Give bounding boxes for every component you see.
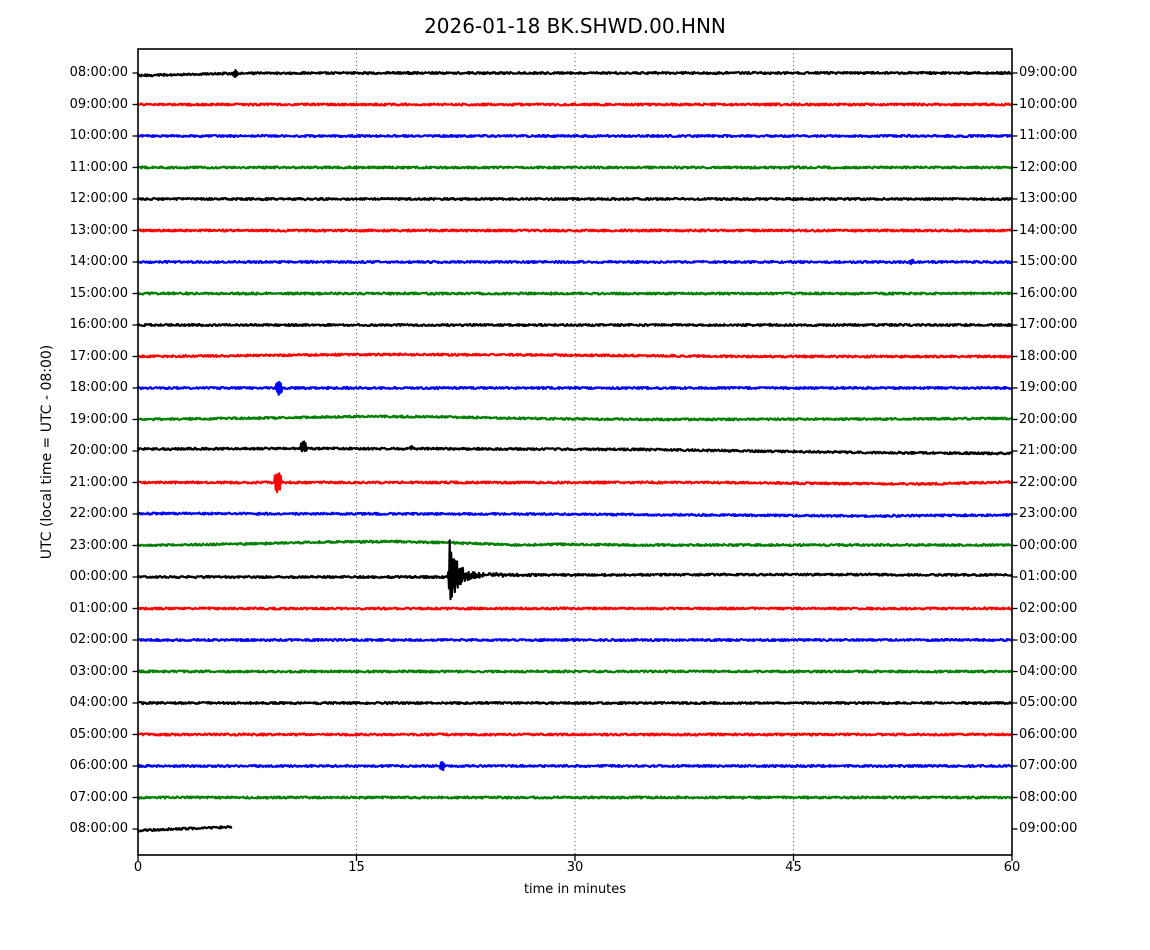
trace-10:00:00	[136, 133, 1014, 139]
right-time-label: 06:00:00	[1019, 726, 1078, 742]
x-axis-label: time in minutes	[523, 882, 627, 897]
trace-08:00:00	[136, 825, 233, 833]
axes-frame	[137, 48, 1013, 856]
right-time-label: 21:00:00	[1019, 443, 1078, 458]
left-time-label: 11:00:00	[69, 159, 128, 175]
left-time-label: 09:00:00	[69, 96, 128, 112]
trace-14:00:00	[136, 258, 1014, 266]
trace-21:00:00	[136, 472, 1014, 494]
right-time-label: 13:00:00	[1019, 191, 1078, 206]
left-time-label: 20:00:00	[69, 443, 128, 458]
left-time-label: 14:00:00	[69, 254, 128, 269]
right-time-label: 11:00:00	[1019, 128, 1078, 143]
right-time-label: 09:00:00	[1019, 821, 1078, 836]
left-time-label: 01:00:00	[69, 600, 128, 616]
trace-18:00:00	[136, 380, 1014, 396]
trace-19:00:00	[136, 414, 1014, 422]
trace-00:00:00	[136, 539, 1014, 601]
trace-05:00:00	[136, 732, 1014, 737]
right-time-label: 01:00:00	[1019, 569, 1078, 584]
trace-17:00:00	[136, 352, 1014, 359]
right-time-label: 00:00:00	[1019, 537, 1078, 553]
chart-title: 2026-01-18 BK.SHWD.00.HNN	[424, 14, 726, 38]
left-time-label: 12:00:00	[69, 191, 128, 206]
trace-22:00:00	[136, 511, 1014, 519]
right-time-label: 22:00:00	[1019, 474, 1078, 490]
right-time-label: 19:00:00	[1019, 380, 1078, 395]
right-time-label: 07:00:00	[1019, 758, 1078, 773]
x-tick-label: 30	[566, 860, 584, 875]
right-time-label: 17:00:00	[1019, 317, 1078, 332]
trace-16:00:00	[136, 322, 1014, 328]
right-time-label: 04:00:00	[1019, 663, 1078, 679]
left-time-label: 15:00:00	[69, 285, 128, 301]
trace-20:00:00	[136, 440, 1014, 456]
trace-23:00:00	[136, 539, 1014, 548]
right-time-label: 18:00:00	[1019, 348, 1078, 364]
x-tick-label: 45	[785, 860, 802, 875]
left-time-label: 00:00:00	[69, 569, 128, 584]
trace-06:00:00	[136, 761, 1014, 772]
trace-13:00:00	[136, 228, 1014, 233]
left-time-label: 18:00:00	[69, 380, 128, 395]
left-time-label: 08:00:00	[69, 821, 128, 836]
right-time-label: 09:00:00	[1019, 65, 1078, 80]
right-time-label: 20:00:00	[1019, 411, 1078, 427]
right-time-label: 16:00:00	[1019, 285, 1078, 301]
right-time-label: 10:00:00	[1019, 96, 1078, 112]
left-time-label: 05:00:00	[69, 726, 128, 742]
trace-04:00:00	[136, 700, 1014, 706]
left-time-label: 02:00:00	[69, 632, 128, 647]
x-tick-label: 15	[348, 860, 365, 875]
left-time-label: 10:00:00	[69, 128, 128, 143]
trace-07:00:00	[136, 795, 1014, 800]
right-time-label: 05:00:00	[1019, 695, 1078, 710]
left-time-label: 19:00:00	[69, 411, 128, 427]
trace-08:00:00	[136, 69, 1014, 79]
left-time-label: 08:00:00	[69, 65, 128, 80]
trace-03:00:00	[136, 669, 1014, 674]
right-time-label: 03:00:00	[1019, 632, 1078, 647]
left-time-label: 06:00:00	[69, 758, 128, 773]
x-tick-label: 0	[133, 860, 143, 875]
trace-15:00:00	[136, 291, 1014, 296]
left-time-label: 23:00:00	[69, 537, 128, 553]
right-time-label: 08:00:00	[1019, 789, 1078, 805]
right-time-label: 12:00:00	[1019, 159, 1078, 175]
right-time-label: 14:00:00	[1019, 222, 1078, 238]
trace-09:00:00	[136, 102, 1014, 107]
x-tick-label: 60	[1003, 860, 1021, 875]
left-time-label: 07:00:00	[69, 789, 128, 805]
right-time-label: 15:00:00	[1019, 254, 1078, 269]
trace-12:00:00	[136, 196, 1014, 202]
trace-02:00:00	[136, 637, 1014, 643]
left-time-label: 04:00:00	[69, 695, 128, 710]
left-time-label: 22:00:00	[69, 506, 128, 521]
left-time-label: 16:00:00	[69, 317, 128, 332]
right-time-label: 02:00:00	[1019, 600, 1078, 616]
left-time-label: 17:00:00	[69, 348, 128, 364]
left-time-label: 21:00:00	[69, 474, 128, 490]
left-time-label: 03:00:00	[69, 663, 128, 679]
trace-01:00:00	[136, 606, 1014, 611]
right-time-label: 23:00:00	[1019, 506, 1078, 521]
left-time-label: 13:00:00	[69, 222, 128, 238]
trace-11:00:00	[136, 165, 1014, 170]
